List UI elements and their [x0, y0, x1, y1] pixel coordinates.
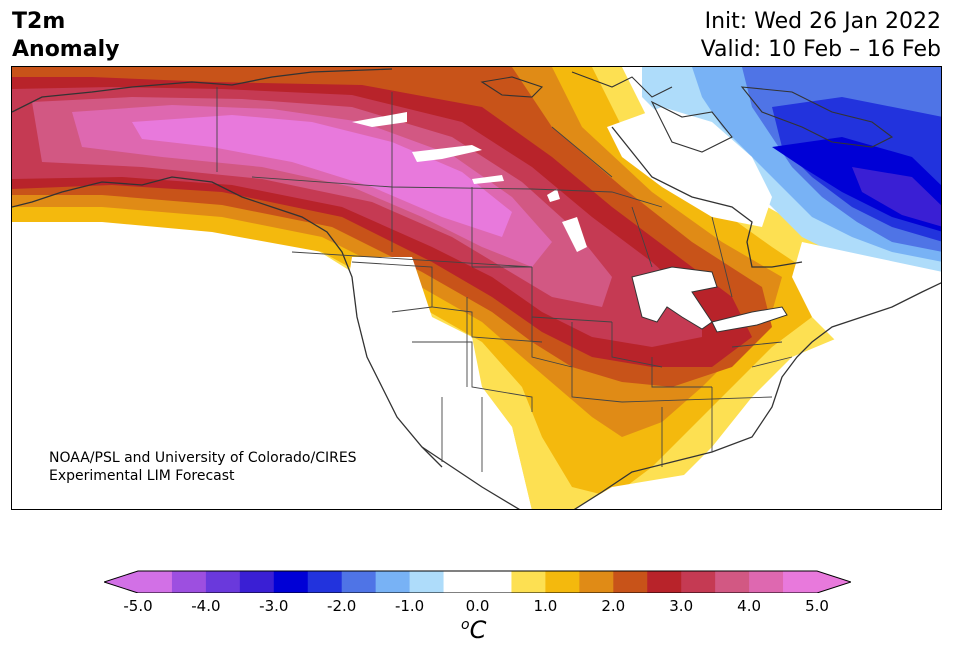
colorbar-cell: [647, 571, 682, 593]
great-lakes: [631, 266, 718, 330]
colorbar-cell: [613, 571, 648, 593]
colorbar-cell: [443, 571, 478, 593]
colorbar-tick-label: -4.0: [191, 597, 221, 615]
colorbar-cell: [341, 571, 377, 593]
colorbar-cell: [545, 571, 580, 593]
neutral-atlantic: [752, 308, 941, 457]
credit-line-1: NOAA/PSL and University of Colorado/CIRE…: [49, 450, 357, 466]
map-panel: [11, 66, 942, 510]
colorbar-cell: [409, 571, 445, 593]
neutral-southwest: [312, 257, 532, 509]
colorbar-cell: [375, 571, 411, 593]
colorbar-cell: [171, 571, 207, 593]
colorbar-cell: [273, 571, 309, 593]
colorbar-cell: [307, 571, 343, 593]
colorbar-tick-label: -5.0: [123, 597, 153, 615]
colorbar-unit: oC: [461, 616, 486, 644]
valid-range: Valid: 10 Feb – 16 Feb: [700, 37, 941, 62]
unit-letter: C: [469, 616, 487, 644]
colorbar-cell: [579, 571, 614, 593]
anomaly-band-magenta: [132, 115, 512, 237]
colorbar-tick-label: 4.0: [737, 597, 762, 615]
colorbar-cell: [477, 571, 512, 593]
colorbar-tick-label: -2.0: [327, 597, 357, 615]
colorbar-tick-label: 1.0: [533, 597, 558, 615]
anomaly-map: [12, 67, 941, 509]
colorbar-max-extension: [817, 571, 851, 593]
northern-lakes: [352, 112, 587, 252]
anomaly-label: Anomaly: [12, 37, 120, 62]
lake-erie-ontario: [711, 306, 788, 333]
colorbar-cell: [681, 571, 716, 593]
colorbar-tick-label: -1.0: [394, 597, 425, 615]
credit-line-2: Experimental LIM Forecast: [49, 468, 235, 484]
date-info: Init: Wed 26 Jan 2022 Valid: 10 Feb – 16…: [701, 8, 941, 64]
colorbar-tick-label: -3.0: [259, 597, 289, 615]
colorbar-tick-label: 5.0: [805, 597, 829, 615]
init-date: Init: Wed 26 Jan 2022: [704, 9, 941, 34]
degree-sign: o: [461, 617, 470, 633]
credit-text: NOAA/PSL and University of Colorado/CIRE…: [49, 449, 357, 485]
variable-label: T2m: [12, 9, 66, 34]
colorbar-cell: [749, 571, 784, 593]
colorbar-outline: [104, 570, 851, 593]
colorbar: [104, 570, 851, 593]
colorbar-tick-label: 0.0: [465, 597, 490, 615]
neutral-hudson: [607, 107, 772, 227]
colorbar-cells: [104, 571, 851, 593]
arctic-islands: [480, 71, 894, 153]
colorbar-cell: [715, 571, 750, 593]
coastlines: [12, 68, 941, 509]
colorbar-min-extension: [104, 571, 138, 593]
anomaly-band-indigo: [852, 167, 941, 227]
colorbar-cell: [138, 571, 173, 593]
neutral-gulf: [575, 447, 941, 509]
colorbar-cell: [205, 571, 241, 593]
colorbar-tick-label: 2.0: [601, 597, 626, 615]
colorbar-ticks: -5.0 -4.0 -3.0 -2.0 -1.0 0.0 1.0 2.0 3.0 4.0 5.0: [0, 597, 953, 617]
colorbar-cell: [239, 571, 275, 593]
colorbar-cell: [783, 571, 818, 593]
neutral-labrador-sea: [792, 242, 941, 347]
political-borders: [216, 87, 793, 472]
map-title: T2m Anomaly: [12, 8, 119, 64]
colorbar-tick-label: 3.0: [669, 597, 694, 615]
anomaly-band-pink: [72, 105, 552, 267]
colorbar-cell: [511, 571, 546, 593]
